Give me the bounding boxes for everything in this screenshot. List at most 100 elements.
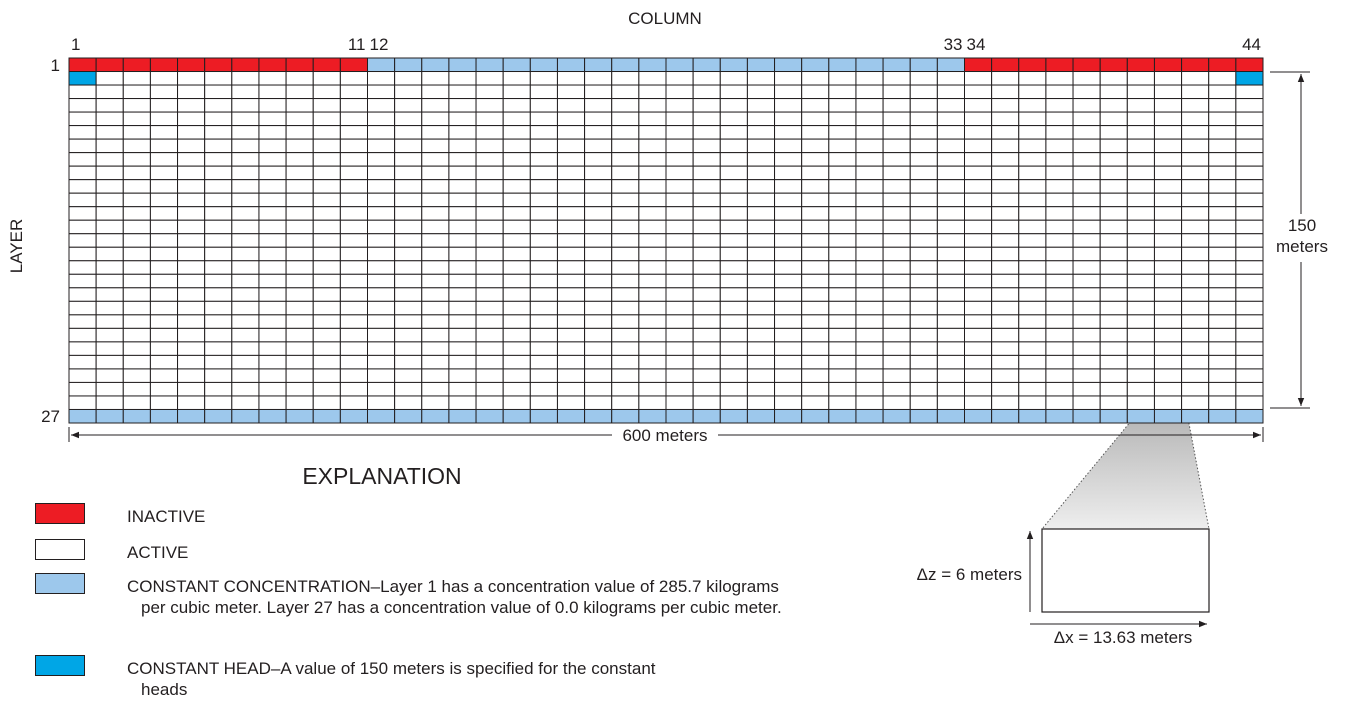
cell	[394, 260, 423, 275]
cell	[991, 192, 1020, 208]
cell	[556, 327, 586, 343]
layer-label: 1	[51, 56, 60, 75]
cell	[1126, 152, 1155, 167]
cell	[502, 206, 531, 221]
cell	[285, 57, 314, 73]
cell	[638, 327, 667, 343]
cell	[312, 111, 341, 127]
cell	[1018, 341, 1047, 356]
cell	[285, 341, 314, 356]
cell	[1181, 368, 1210, 383]
cell	[367, 246, 396, 262]
cell	[95, 300, 124, 316]
cell	[964, 246, 993, 262]
cell	[529, 327, 558, 343]
cell	[692, 206, 721, 221]
cell	[231, 206, 260, 221]
cell	[502, 287, 531, 302]
cell	[231, 152, 260, 167]
cell	[1181, 327, 1210, 343]
cell	[611, 152, 640, 167]
cell	[584, 246, 613, 262]
cell	[149, 395, 179, 410]
cell	[692, 165, 721, 181]
cell	[1126, 111, 1155, 127]
cell	[1018, 111, 1047, 127]
cell	[801, 206, 830, 221]
cell	[68, 125, 97, 140]
cell	[231, 381, 260, 397]
cell	[312, 287, 341, 302]
cell	[367, 111, 396, 127]
cell	[882, 341, 911, 356]
cell	[177, 192, 206, 208]
cell	[177, 273, 206, 289]
cell	[1099, 354, 1128, 370]
cell	[394, 408, 423, 424]
cell	[1235, 57, 1264, 73]
legend-text: CONSTANT HEAD–A value of 150 meters is s…	[127, 659, 656, 699]
cell	[1099, 165, 1128, 181]
cell	[638, 381, 667, 397]
cell	[502, 300, 531, 316]
cell	[801, 260, 830, 275]
cell	[285, 246, 314, 262]
cell	[1181, 219, 1210, 235]
cell	[991, 408, 1020, 424]
cell	[68, 111, 97, 127]
cell	[1072, 273, 1101, 289]
cell	[448, 179, 477, 194]
cell	[882, 300, 911, 316]
cell	[638, 111, 667, 127]
cell	[1072, 111, 1101, 127]
cell	[529, 111, 558, 127]
cell	[448, 327, 477, 343]
cell	[1208, 408, 1237, 424]
cell	[339, 192, 369, 208]
cell	[882, 395, 911, 410]
cell	[1208, 206, 1237, 221]
cell	[68, 260, 97, 275]
cell	[909, 219, 938, 235]
cell	[638, 273, 667, 289]
cell	[1208, 354, 1237, 370]
cell	[1072, 381, 1101, 397]
cell	[774, 273, 803, 289]
cell	[475, 381, 504, 397]
cell	[746, 125, 776, 140]
cell	[774, 408, 803, 424]
cell	[339, 165, 369, 181]
cell	[719, 233, 748, 248]
cell	[909, 314, 938, 329]
cell	[1099, 246, 1128, 262]
cell	[746, 165, 776, 181]
cell	[529, 125, 558, 140]
cell	[828, 233, 857, 248]
cell	[774, 138, 803, 154]
cell	[909, 233, 938, 248]
cell	[312, 314, 341, 329]
cell	[339, 368, 369, 383]
cell	[1072, 260, 1101, 275]
cell	[1126, 84, 1155, 100]
cell	[475, 192, 504, 208]
cell	[475, 273, 504, 289]
cell	[258, 57, 287, 73]
cell	[801, 314, 830, 329]
cell	[231, 219, 260, 235]
cell	[611, 111, 640, 127]
cell	[828, 314, 857, 329]
cell	[204, 381, 233, 397]
cell	[1181, 57, 1210, 73]
cell	[231, 98, 260, 113]
cell	[421, 219, 450, 235]
cell	[394, 179, 423, 194]
cell	[231, 314, 260, 329]
cell	[692, 408, 721, 424]
cell	[529, 152, 558, 167]
cell	[448, 381, 477, 397]
cell	[529, 84, 558, 100]
cell	[475, 152, 504, 167]
cell	[719, 84, 748, 100]
cell	[394, 111, 423, 127]
